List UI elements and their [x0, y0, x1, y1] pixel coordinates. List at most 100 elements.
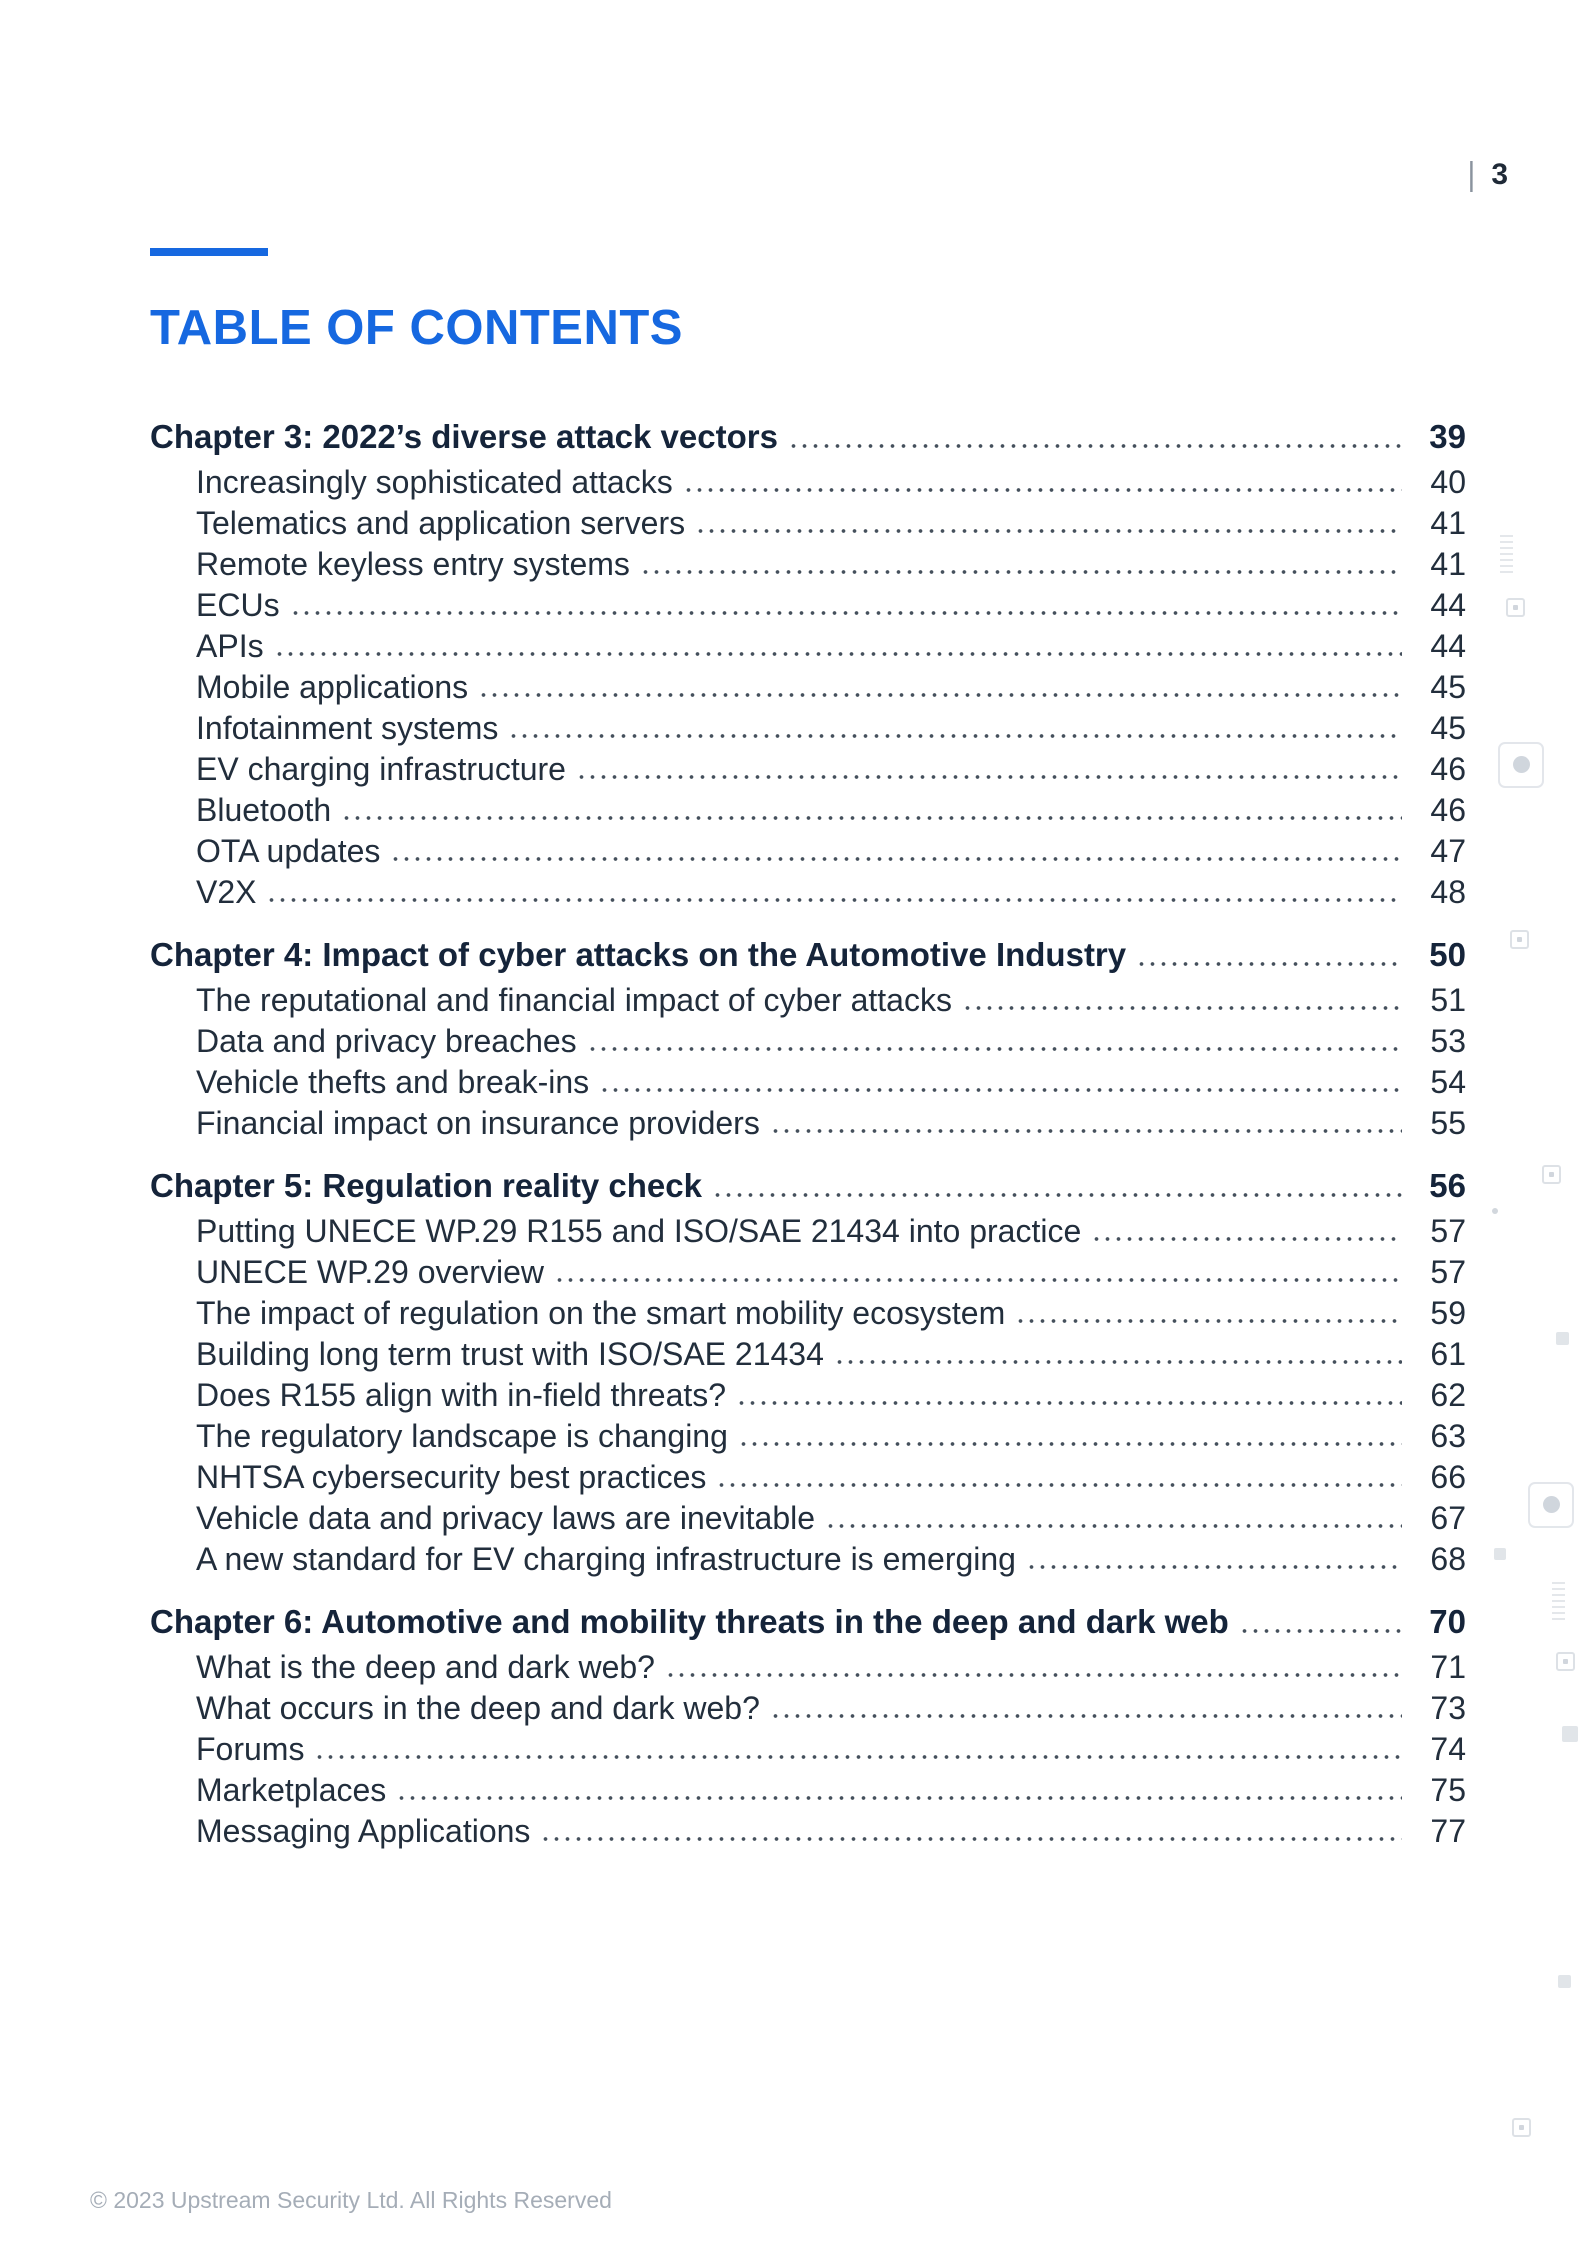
toc-entry-row[interactable]: What is the deep and dark web? 71	[150, 1649, 1466, 1685]
toc-entry-page: 68	[1430, 1541, 1466, 1577]
toc-entry-row[interactable]: What occurs in the deep and dark web? 73	[150, 1690, 1466, 1726]
toc-entry-row[interactable]: Putting UNECE WP.29 R155 and ISO/SAE 214…	[150, 1213, 1466, 1249]
dot-leader	[825, 1506, 1402, 1536]
toc-entry-label: V2X	[196, 874, 257, 910]
dot-leader	[664, 1655, 1402, 1685]
toc-chapter-page: 70	[1429, 1603, 1466, 1640]
toc-entry-label: Financial impact on insurance providers	[196, 1105, 760, 1141]
toc-entry-page: 45	[1430, 710, 1466, 746]
toc-entry-row[interactable]: Messaging Applications 77	[150, 1813, 1466, 1849]
toc-entry-row[interactable]: A new standard for EV charging infrastru…	[150, 1541, 1466, 1577]
dot-leader	[682, 470, 1402, 500]
toc-entry-row[interactable]: Data and privacy breaches 53	[150, 1023, 1466, 1059]
toc-chapter-page: 39	[1429, 418, 1466, 455]
toc-entry-row[interactable]: ECUs 44	[150, 587, 1466, 623]
dot-leader	[273, 634, 1402, 664]
toc-entry-label: UNECE WP.29 overview	[196, 1254, 544, 1290]
dot-leader	[553, 1260, 1402, 1290]
toc-entry-label: Infotainment systems	[196, 710, 499, 746]
page-number-separator: |	[1467, 156, 1476, 193]
toc-entry-row[interactable]: Vehicle data and privacy laws are inevit…	[150, 1500, 1466, 1536]
toc-entry-row[interactable]: Marketplaces 75	[150, 1772, 1466, 1808]
toc-chapter-label: Chapter 6: Automotive and mobility threa…	[150, 1603, 1229, 1640]
toc-entry-label: Increasingly sophisticated attacks	[196, 464, 673, 500]
dot-leader	[586, 1029, 1402, 1059]
toc-chapter-row[interactable]: Chapter 5: Regulation reality check 56	[150, 1167, 1466, 1205]
toc-entry-label: Data and privacy breaches	[196, 1023, 577, 1059]
toc-entry-page: 62	[1430, 1377, 1466, 1413]
toc-entry-row[interactable]: Mobile applications 45	[150, 669, 1466, 705]
dot-leader	[575, 757, 1402, 787]
toc-entry-row[interactable]: Bluetooth 46	[150, 792, 1466, 828]
toc-chapter-page: 56	[1429, 1167, 1466, 1204]
toc-entry-row[interactable]: Financial impact on insurance providers …	[150, 1105, 1466, 1141]
toc-entry-page: 46	[1430, 751, 1466, 787]
dot-leader	[1238, 1611, 1402, 1641]
toc-chapter-page: 50	[1429, 936, 1466, 973]
toc-entry-label: The reputational and financial impact of…	[196, 982, 952, 1018]
toc-entry-row[interactable]: EV charging infrastructure 46	[150, 751, 1466, 787]
toc-entry-label: Putting UNECE WP.29 R155 and ISO/SAE 214…	[196, 1213, 1082, 1249]
toc-entry-row[interactable]: Does R155 align with in-field threats? 6…	[150, 1377, 1466, 1413]
toc-entry-label: Remote keyless entry systems	[196, 546, 630, 582]
toc-entry-row[interactable]: OTA updates 47	[150, 833, 1466, 869]
toc-entry-row[interactable]: The reputational and financial impact of…	[150, 982, 1466, 1018]
toc-entry-row[interactable]: V2X 48	[150, 874, 1466, 910]
toc-entry-page: 57	[1430, 1254, 1466, 1290]
dot-leader	[1025, 1547, 1402, 1577]
toc-entry-row[interactable]: The impact of regulation on the smart mo…	[150, 1295, 1466, 1331]
toc-entry-row[interactable]: Forums 74	[150, 1731, 1466, 1767]
toc-entry-label: NHTSA cybersecurity best practices	[196, 1459, 707, 1495]
toc-entry-label: Vehicle data and privacy laws are inevit…	[196, 1500, 816, 1536]
dot-leader	[266, 880, 1402, 910]
dot-leader	[712, 1175, 1402, 1205]
toc-entry-label: EV charging infrastructure	[196, 751, 566, 787]
toc-entry-row[interactable]: Increasingly sophisticated attacks 40	[150, 464, 1466, 500]
toc-entry-row[interactable]: APIs 44	[150, 628, 1466, 664]
toc-entry-page: 59	[1430, 1295, 1466, 1331]
dot-leader	[289, 593, 1402, 623]
toc-entry-row[interactable]: Infotainment systems 45	[150, 710, 1466, 746]
toc-chapter-row[interactable]: Chapter 4: Impact of cyber attacks on th…	[150, 936, 1466, 974]
toc-chapter-label: Chapter 5: Regulation reality check	[150, 1167, 702, 1204]
toc-entry-label: The regulatory landscape is changing	[196, 1418, 728, 1454]
toc-entry-page: 44	[1430, 587, 1466, 623]
toc-entry-row[interactable]: Building long term trust with ISO/SAE 21…	[150, 1336, 1466, 1372]
toc-entry-page: 41	[1430, 505, 1466, 541]
dot-leader	[478, 675, 1402, 705]
page-number: 3	[1491, 158, 1508, 191]
page-title: TABLE OF CONTENTS	[150, 301, 683, 355]
toc-entry-row[interactable]: Remote keyless entry systems 41	[150, 546, 1466, 582]
toc-entry-row[interactable]: NHTSA cybersecurity best practices 66	[150, 1459, 1466, 1495]
toc-entry-row[interactable]: UNECE WP.29 overview 57	[150, 1254, 1466, 1290]
decoration-square	[1558, 1975, 1571, 1988]
toc-entry-page: 73	[1430, 1690, 1466, 1726]
toc-entry-row[interactable]: The regulatory landscape is changing 63	[150, 1418, 1466, 1454]
dot-leader	[695, 511, 1402, 541]
toc-entry-page: 71	[1430, 1649, 1466, 1685]
toc-entry-label: Marketplaces	[196, 1772, 387, 1808]
decoration-square-icon	[1512, 2118, 1531, 2137]
toc-chapter-row[interactable]: Chapter 6: Automotive and mobility threa…	[150, 1603, 1466, 1641]
toc-entry-page: 41	[1430, 546, 1466, 582]
toc-entry-page: 45	[1430, 669, 1466, 705]
toc-entry-label: A new standard for EV charging infrastru…	[196, 1541, 1016, 1577]
toc-entry-row[interactable]: Telematics and application servers 41	[150, 505, 1466, 541]
toc-entry-page: 53	[1430, 1023, 1466, 1059]
toc-chapter-row[interactable]: Chapter 3: 2022’s diverse attack vectors…	[150, 418, 1466, 456]
toc-entry-label: APIs	[196, 628, 264, 664]
toc-entry-page: 67	[1430, 1500, 1466, 1536]
dot-leader	[736, 1383, 1402, 1413]
toc-entry-page: 47	[1430, 833, 1466, 869]
dot-leader	[639, 552, 1402, 582]
dot-leader	[390, 839, 1402, 869]
dot-leader	[769, 1111, 1402, 1141]
toc-chapter-label: Chapter 4: Impact of cyber attacks on th…	[150, 936, 1127, 973]
dot-leader	[833, 1342, 1402, 1372]
toc-entry-label: Mobile applications	[196, 669, 469, 705]
toc-entry-row[interactable]: Vehicle thefts and break-ins 54	[150, 1064, 1466, 1100]
dot-leader	[716, 1465, 1402, 1495]
toc-entry-page: 44	[1430, 628, 1466, 664]
toc-entry-label: Bluetooth	[196, 792, 332, 828]
